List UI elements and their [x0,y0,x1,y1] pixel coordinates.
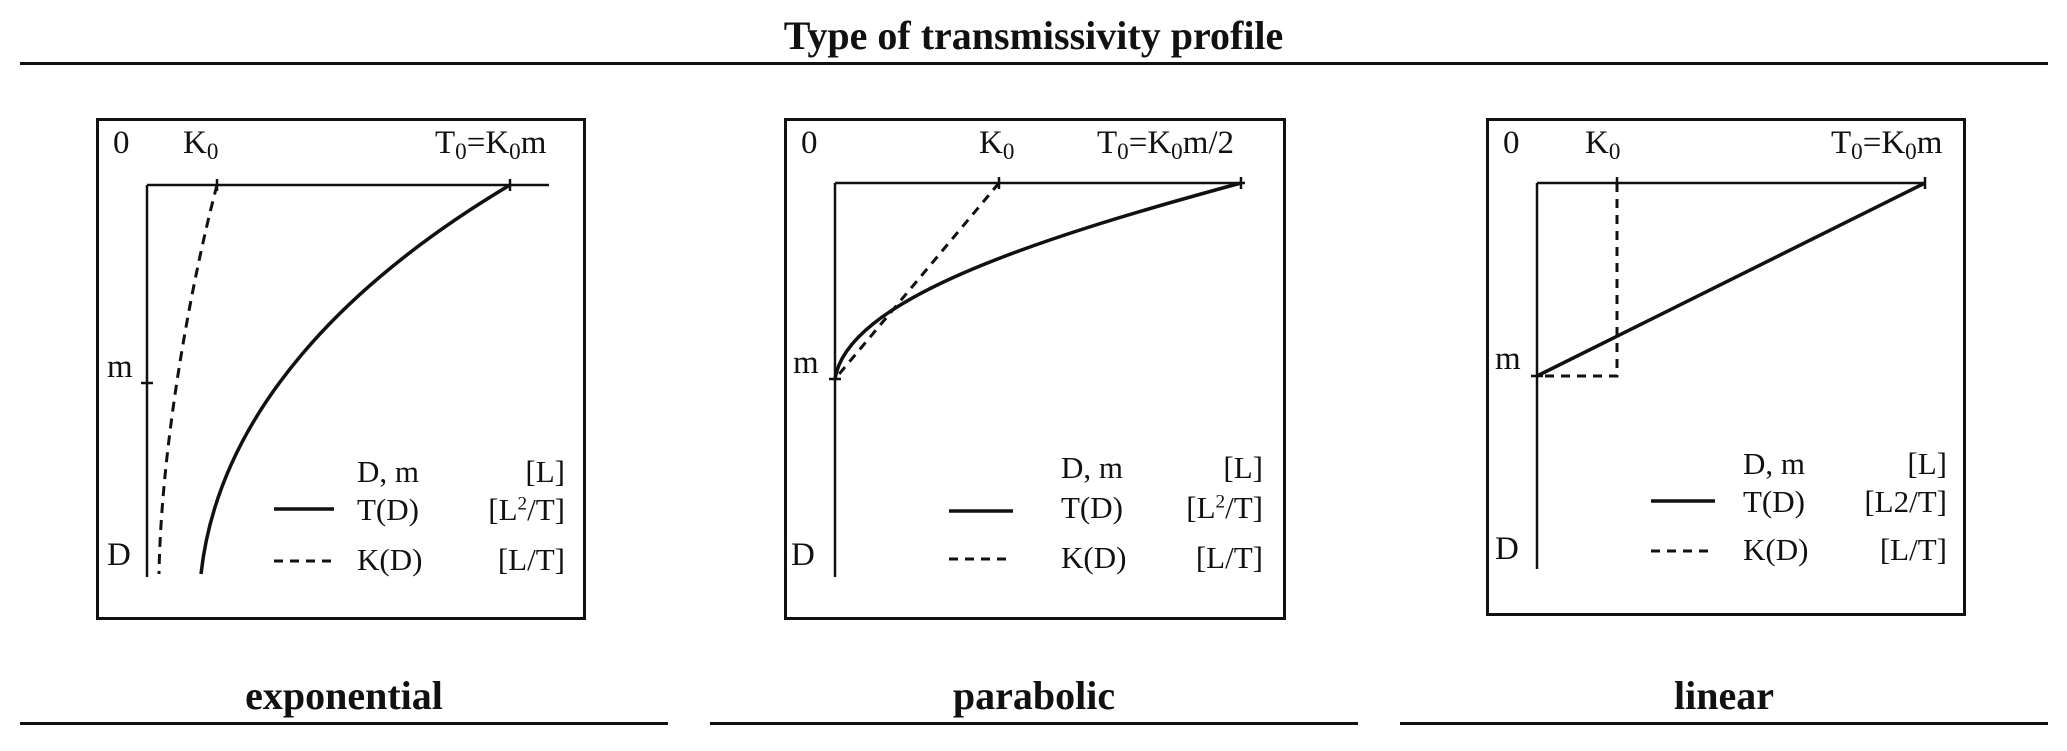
legend-depth-name: D, m [1743,446,1805,481]
legend-transmissivity-name: T(D) [1743,484,1805,519]
legend-depth-unit: [L] [1223,450,1263,485]
legend-depth-name: D, m [1061,450,1123,485]
d-label: D [791,537,815,573]
conductivity-curve [833,182,1001,380]
m-label: m [1495,341,1521,377]
t0-label: T0=K0m [435,125,547,164]
legend-transmissivity-name: T(D) [1061,490,1123,525]
m-label: m [107,349,133,385]
m-label: m [793,345,819,381]
transmissivity-curve [199,183,511,575]
d-label: D [107,537,131,573]
d-label: D [1495,531,1519,567]
k0-label: K0 [183,125,219,164]
exponential-caption: exponential [245,673,443,718]
transmissivity-curve [1536,181,1926,378]
origin-label: 0 [1503,125,1520,161]
legend-transmissivity-unit: [L2/T] [488,492,565,527]
parabolic-divider [710,722,1358,725]
k0-label: K0 [1585,125,1621,164]
transmissivity-curve [833,181,1242,380]
t0-label: T0=K0m [1831,125,1943,164]
legend-transmissivity-unit: [L2/T] [1186,490,1263,525]
legend-conductivity-unit: [L/T] [1195,540,1263,575]
t0-label: T0=K0m/2 [1097,125,1235,164]
conductivity-curve [1537,183,1619,378]
exponential-divider [20,722,668,725]
parabolic-caption: parabolic [952,673,1116,718]
exponential-profile-panel: 0 K0 T0=K0m m D D, m [L] T(D) [L2/T] K(D… [96,118,586,620]
title-divider [20,62,2048,65]
legend-conductivity-name: K(D) [357,542,423,577]
legend-transmissivity-name: T(D) [357,492,419,527]
legend-conductivity-unit: [L/T] [497,542,565,577]
legend-conductivity-name: K(D) [1743,532,1809,567]
origin-label: 0 [801,125,818,161]
legend-conductivity-unit: [L/T] [1879,532,1947,567]
legend-depth-name: D, m [357,454,419,489]
legend-conductivity-name: K(D) [1061,540,1127,575]
legend-depth-unit: [L] [1907,446,1947,481]
origin-label: 0 [113,125,130,161]
page-title: Type of transmissivity profile [783,13,1284,58]
legend-transmissivity-unit: [L2/T] [1864,484,1947,519]
k0-label: K0 [979,125,1015,164]
linear-profile-plot [1531,177,1927,569]
linear-profile-panel: 0 K0 T0=K0m m D D, m [L] T(D) [L2/T] K(D… [1486,118,1966,616]
legend-depth-unit: [L] [525,454,565,489]
parabolic-profile-plot [829,177,1245,577]
linear-divider [1400,722,2048,725]
exponential-profile-plot [141,179,549,577]
parabolic-profile-panel: 0 K0 T0=K0m/2 m D D, m [L] T(D) [L2/T] K… [784,118,1286,620]
conductivity-curve [157,184,219,575]
linear-caption: linear [1674,673,1774,718]
